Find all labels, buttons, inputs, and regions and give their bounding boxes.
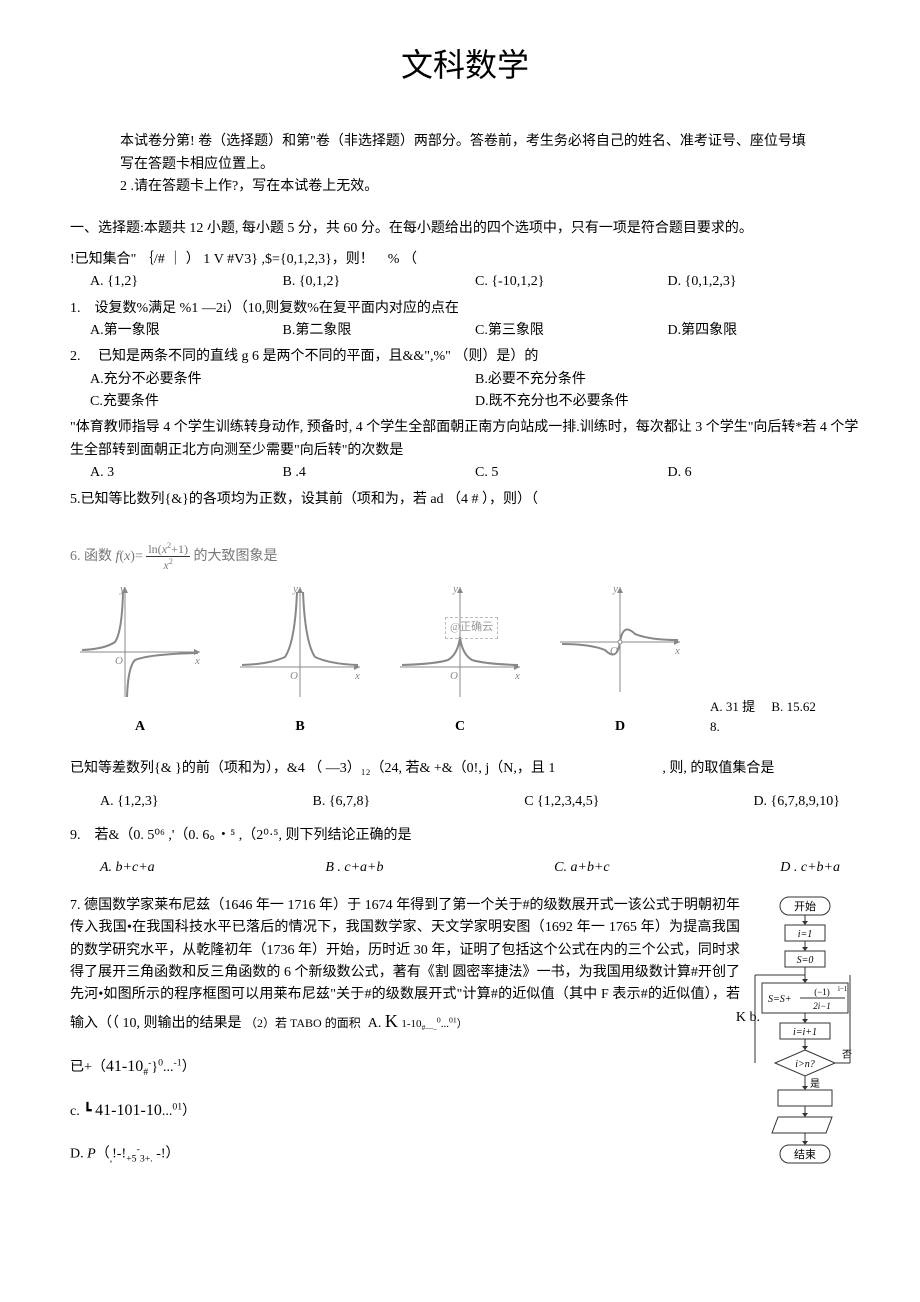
q8-opt-a: A. {1,2,3} <box>100 791 159 813</box>
q10-opt-c: c. ┗ 41-101-10...01） <box>70 1098 860 1124</box>
svg-text:i>n?: i>n? <box>795 1059 815 1070</box>
q8-opt-c: C {1,2,3,4,5} <box>524 791 599 813</box>
graph-d-label: D <box>550 716 690 738</box>
instruction-line-2: 2 .请在答题卡上作?，写在本试卷上无效。 <box>120 176 820 198</box>
q3-opt-d: D.既不充分也不必要条件 <box>475 391 860 413</box>
svg-text:结束: 结束 <box>794 1148 816 1161</box>
q1-opt-b: B. {0,1,2} <box>283 271 476 293</box>
svg-text:x: x <box>674 645 680 657</box>
graph-d: y x O D <box>550 582 690 738</box>
q10-opt-d: D. P（,!-!+5-3+. -!） <box>70 1142 860 1167</box>
q4-opt-a: A. 3 <box>90 462 283 484</box>
q6-formula: 6. 函数 f(x)= ln(x2+1)x2 的大致图象是 <box>70 541 860 572</box>
graph-a: y x O A <box>70 582 210 738</box>
question-8: 已知等差数列{& }的前（项和为），&4 （ —3）₁₂（24, 若& +&（0… <box>70 758 860 813</box>
q3-opt-a: A.充分不必要条件 <box>90 369 475 391</box>
question-1: !已知集合" ｛/# ｜ ） 1 V #V3} ,$={0,1,2,3}，则！ … <box>70 249 860 294</box>
question-10: 开始 i=1 S=0 S=S+ (−1) i−1 2i−1 <box>70 895 860 1167</box>
q6-formula-tail: 的大致图象是 <box>193 549 277 564</box>
graph-b: y x O B <box>230 582 370 738</box>
svg-text:y: y <box>452 583 458 595</box>
svg-text:开始: 开始 <box>794 899 816 913</box>
q6-graphs: y x O A y x O B @正确 <box>70 582 860 738</box>
question-4: "体育教师指导 4 个学生训练转身动作, 预备时, 4 个学生全部面朝正南方向站… <box>70 417 860 484</box>
q2-opt-b: B.第二象限 <box>283 320 476 342</box>
q3-text: 2. 已知是两条不同的直线 g 6 是两个不同的平面，且&&",%" （则）是）… <box>70 346 860 368</box>
exam-instructions: 本试卷分第! 卷（选择题）和第"卷（非选择题）两部分。答卷前，考生务必将自己的姓… <box>120 131 820 198</box>
q9-text: 9. 若&（0. 5⁰⁶ ,'（0. 6。・⁵ ,（2⁰·⁵, 则下列结论正确的… <box>70 825 860 847</box>
q8-opt-b: B. {6,7,8} <box>313 791 371 813</box>
question-5: 5.已知等比数列{&}的各项均为正数，设其前（项和为，若 ad （4 # ），则… <box>70 489 860 511</box>
svg-text:i−1: i−1 <box>838 985 848 993</box>
svg-text:y: y <box>612 583 618 595</box>
graph-a-label: A <box>70 716 210 738</box>
svg-text:S=S+: S=S+ <box>768 994 792 1005</box>
question-6: 6. 函数 f(x)= ln(x2+1)x2 的大致图象是 y x O A <box>70 541 860 738</box>
svg-text:O: O <box>115 655 123 667</box>
q10-mid: （2）若 TABO 的面积 <box>245 1016 361 1030</box>
instruction-line-1: 本试卷分第! 卷（选择题）和第"卷（非选择题）两部分。答卷前，考生务必将自己的姓… <box>120 131 820 176</box>
q7-opt-b-side: B. <box>771 699 783 714</box>
q8-num-side: 8. <box>710 719 720 734</box>
q1-opt-d: D. {0,1,2,3} <box>668 271 861 293</box>
svg-text:S=0: S=0 <box>797 955 814 966</box>
section-1-header: 一、选择题:本题共 12 小题, 每小题 5 分，共 60 分。在每小题给出的四… <box>70 218 860 240</box>
q2-text: 1. 设复数%满足 %1 —2i）（10,则复数%在复平面内对应的点在 <box>70 298 860 320</box>
q9-opt-a: A. b+c+a <box>100 857 155 879</box>
q4-text: "体育教师指导 4 个学生训练转身动作, 预备时, 4 个学生全部面朝正南方向站… <box>70 417 860 462</box>
svg-text:是: 是 <box>810 1078 820 1090</box>
q9-opt-c: C. a+b+c <box>554 857 609 879</box>
q2-opt-a: A.第一象限 <box>90 320 283 342</box>
q7-b-val: 15.62 <box>787 699 816 714</box>
svg-text:2i−1: 2i−1 <box>813 1001 831 1011</box>
svg-text:O: O <box>450 670 458 682</box>
watermark: @正确云 <box>445 617 498 639</box>
svg-text:(−1): (−1) <box>814 987 830 997</box>
svg-text:i=i+1: i=i+1 <box>793 1027 817 1038</box>
graph-c: @正确云 y x O C <box>390 582 530 738</box>
q7-opt-a-side: A. 31 提 <box>710 699 755 714</box>
q1-opt-c: C. {-10,1,2} <box>475 271 668 293</box>
q4-opt-d: D. 6 <box>668 462 861 484</box>
q10-text: 7. 德国数学家莱布尼兹（1646 年一 1716 年）于 1674 年得到了第… <box>70 898 740 1031</box>
q2-opt-d: D.第四象限 <box>668 320 861 342</box>
flowchart: 开始 i=1 S=0 S=S+ (−1) i−1 2i−1 <box>750 895 860 1183</box>
q6-formula-label: 6. 函数 <box>70 549 112 564</box>
q8-opt-d: D. {6,7,8,9,10} <box>753 791 840 813</box>
svg-text:i=1: i=1 <box>798 929 813 940</box>
q1-opt-a: A. {1,2} <box>90 271 283 293</box>
question-9: 9. 若&（0. 5⁰⁶ ,'（0. 6。・⁵ ,（2⁰·⁵, 则下列结论正确的… <box>70 825 860 880</box>
q2-opt-c: C.第三象限 <box>475 320 668 342</box>
question-2: 1. 设复数%满足 %1 —2i）（10,则复数%在复平面内对应的点在 A.第一… <box>70 298 860 343</box>
q4-opt-b: B .4 <box>283 462 476 484</box>
svg-text:x: x <box>194 655 200 667</box>
q10-opt-b: 已+（41-10#-}0...-1） <box>70 1054 860 1080</box>
q8-text-pre: 已知等差数列{& }的前（项和为），&4 （ —3）₁₂（24, 若& +&（0… <box>70 761 555 776</box>
page-title: 文科数学 <box>70 40 860 91</box>
svg-text:O: O <box>290 670 298 682</box>
q8-text-post: , 则, 的取值集合是 <box>662 761 774 776</box>
q10-opt-a-expr: 1-10#—..0...01） <box>401 1018 467 1030</box>
question-3: 2. 已知是两条不同的直线 g 6 是两个不同的平面，且&&",%" （则）是）… <box>70 346 860 413</box>
q4-opt-c: C. 5 <box>475 462 668 484</box>
q1-text: !已知集合" ｛/# ｜ ） 1 V #V3} ,$={0,1,2,3}，则！ … <box>70 249 860 271</box>
q9-opt-b: B . c+a+b <box>325 857 383 879</box>
q3-opt-c: C.充要条件 <box>90 391 475 413</box>
q5-text: 5.已知等比数列{&}的各项均为正数，设其前（项和为，若 ad （4 # ），则… <box>70 489 860 511</box>
graph-c-label: C <box>390 716 530 738</box>
graph-b-label: B <box>230 716 370 738</box>
q9-opt-d: D . c+b+a <box>780 857 840 879</box>
q3-opt-b: B.必要不充分条件 <box>475 369 860 391</box>
q10-end: K b. <box>736 1007 760 1029</box>
svg-text:x: x <box>514 670 520 682</box>
svg-text:x: x <box>354 670 360 682</box>
